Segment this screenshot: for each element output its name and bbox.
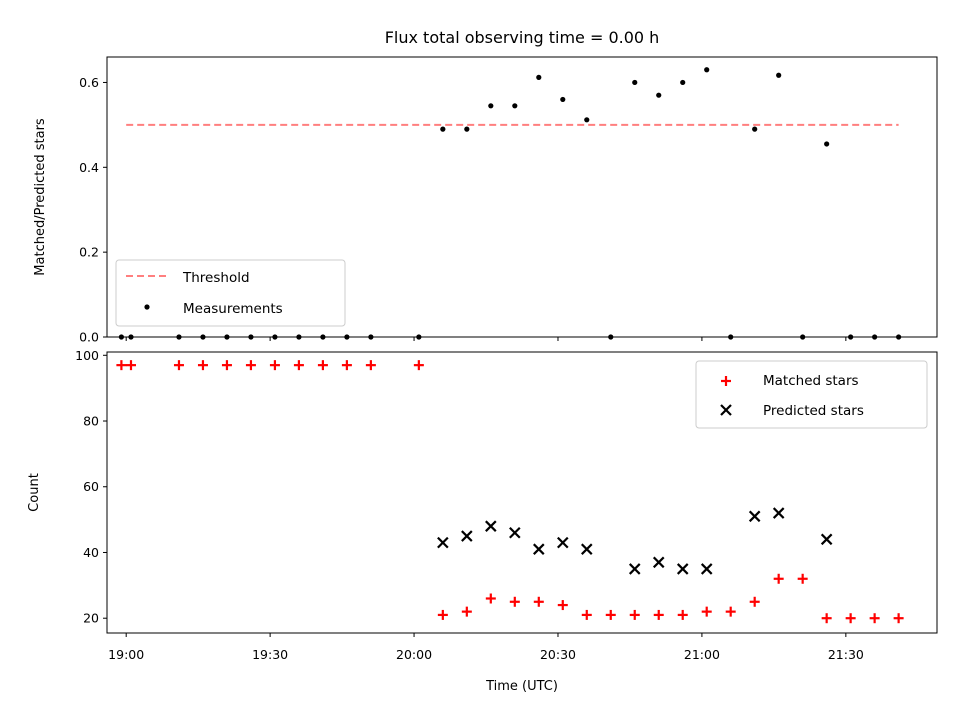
predicted-star-point bbox=[748, 510, 761, 523]
predicted-star-point bbox=[652, 556, 665, 569]
matched-star-point bbox=[485, 593, 496, 604]
predicted-star-point bbox=[700, 563, 713, 575]
matched-star-point bbox=[245, 360, 256, 371]
matched-star-point bbox=[629, 609, 640, 620]
bottom-legend: Matched stars Predicted stars bbox=[695, 360, 928, 429]
top-y-axis-label: Matched/Predicted stars bbox=[33, 118, 48, 276]
matched-star-point bbox=[725, 606, 736, 617]
measurement-point bbox=[512, 103, 518, 109]
matched-star-point bbox=[437, 609, 448, 620]
measurement-point bbox=[560, 96, 566, 103]
matched-star-point bbox=[821, 613, 832, 624]
predicted-star-point bbox=[676, 563, 689, 575]
matched-star-point bbox=[869, 613, 880, 624]
top-legend: Threshold Measurements bbox=[115, 259, 346, 327]
measurement-point bbox=[680, 79, 686, 86]
bottom-y-axis-label: Count bbox=[27, 473, 42, 512]
bottom-x-tick-label: 19:30 bbox=[252, 647, 288, 662]
bottom-x-tick-label: 20:00 bbox=[396, 647, 432, 662]
matched-star-point bbox=[797, 573, 808, 584]
legend-predicted-label: Predicted stars bbox=[763, 403, 864, 419]
matched-star-point bbox=[605, 609, 616, 620]
measurement-point bbox=[464, 126, 470, 132]
measurement-point bbox=[656, 92, 662, 98]
measurement-point bbox=[584, 117, 590, 123]
legend-matched-label: Matched stars bbox=[763, 373, 859, 389]
bottom-plot-frame bbox=[106, 351, 938, 634]
top-axes: 0.0 0.2 0.4 0.6 Threshold Measurements bbox=[79, 56, 938, 345]
top-y-tick-label: 0.2 bbox=[79, 245, 99, 260]
predicted-star-point bbox=[461, 530, 473, 542]
bottom-y-tick-label: 80 bbox=[83, 414, 99, 429]
bottom-x-tick-label: 19:00 bbox=[108, 647, 144, 662]
matched-star-point bbox=[221, 360, 232, 371]
matched-star-point bbox=[365, 360, 376, 371]
matched-star-point bbox=[293, 360, 304, 371]
top-y-tick-label: 0.0 bbox=[79, 330, 99, 345]
top-plot-frame bbox=[106, 56, 938, 338]
measurement-point bbox=[776, 72, 782, 78]
top-legend-box bbox=[115, 259, 346, 327]
measurement-point bbox=[440, 126, 446, 132]
measurement-point bbox=[704, 67, 710, 73]
matched-star-point bbox=[653, 609, 664, 620]
bottom-y-tick-label: 40 bbox=[83, 545, 99, 560]
top-y-tick-label: 0.6 bbox=[79, 75, 99, 90]
matched-star-point bbox=[533, 596, 544, 607]
bottom-y-tick-label: 100 bbox=[75, 348, 99, 363]
bottom-x-tick-label: 21:00 bbox=[684, 647, 720, 662]
bottom-legend-box bbox=[695, 360, 928, 429]
matched-star-point bbox=[197, 360, 208, 371]
measurement-point bbox=[632, 79, 638, 86]
matched-star-point bbox=[509, 596, 520, 607]
matched-star-point bbox=[749, 596, 760, 607]
matched-star-point bbox=[773, 573, 784, 584]
top-y-tick-label: 0.4 bbox=[79, 160, 99, 175]
bottom-x-tick-label: 21:30 bbox=[828, 647, 864, 662]
matched-star-point bbox=[461, 606, 472, 617]
matched-star-point bbox=[317, 360, 328, 371]
bottom-axes: 20 40 60 80 100 19:00 19:30 20:00 20:30 21:00 21:3… bbox=[75, 348, 938, 662]
measurement-point bbox=[824, 141, 830, 147]
matched-star-point bbox=[341, 360, 352, 371]
legend-matched-marker bbox=[721, 376, 731, 386]
matched-star-point bbox=[845, 613, 856, 624]
x-axis-label: Time (UTC) bbox=[485, 679, 558, 694]
measurement-point bbox=[536, 74, 542, 80]
matched-star-point bbox=[413, 360, 424, 371]
bottom-y-tick-label: 20 bbox=[83, 611, 99, 626]
measurement-point bbox=[752, 126, 758, 132]
predicted-star-point bbox=[533, 543, 545, 555]
matched-star-point bbox=[125, 360, 136, 371]
matched-star-point bbox=[581, 609, 592, 620]
chart-title: Flux total observing time = 0.00 h bbox=[385, 28, 660, 47]
legend-threshold-label: Threshold bbox=[182, 270, 250, 286]
matched-star-point bbox=[557, 600, 568, 611]
matched-star-point bbox=[116, 360, 127, 371]
legend-measurement-marker bbox=[144, 304, 150, 310]
predicted-star-point bbox=[437, 536, 449, 549]
matched-star-point bbox=[893, 613, 904, 624]
legend-measurements-label: Measurements bbox=[183, 301, 283, 317]
legend-predicted-marker bbox=[720, 404, 732, 416]
matched-star-point bbox=[269, 360, 280, 371]
predicted-star-point bbox=[509, 526, 521, 539]
measurement-point bbox=[488, 103, 494, 109]
predicted-star-point bbox=[580, 543, 593, 555]
predicted-star-point bbox=[628, 563, 641, 575]
predicted-star-point bbox=[557, 536, 569, 549]
predicted-star-point bbox=[485, 520, 497, 532]
bottom-x-tick-label: 20:30 bbox=[540, 647, 576, 662]
matched-star-point bbox=[173, 360, 184, 371]
matched-star-point bbox=[677, 609, 688, 620]
predicted-star-point bbox=[820, 533, 833, 546]
predicted-star-point bbox=[772, 507, 785, 519]
matched-star-point bbox=[701, 606, 712, 617]
bottom-y-tick-label: 60 bbox=[83, 479, 99, 494]
